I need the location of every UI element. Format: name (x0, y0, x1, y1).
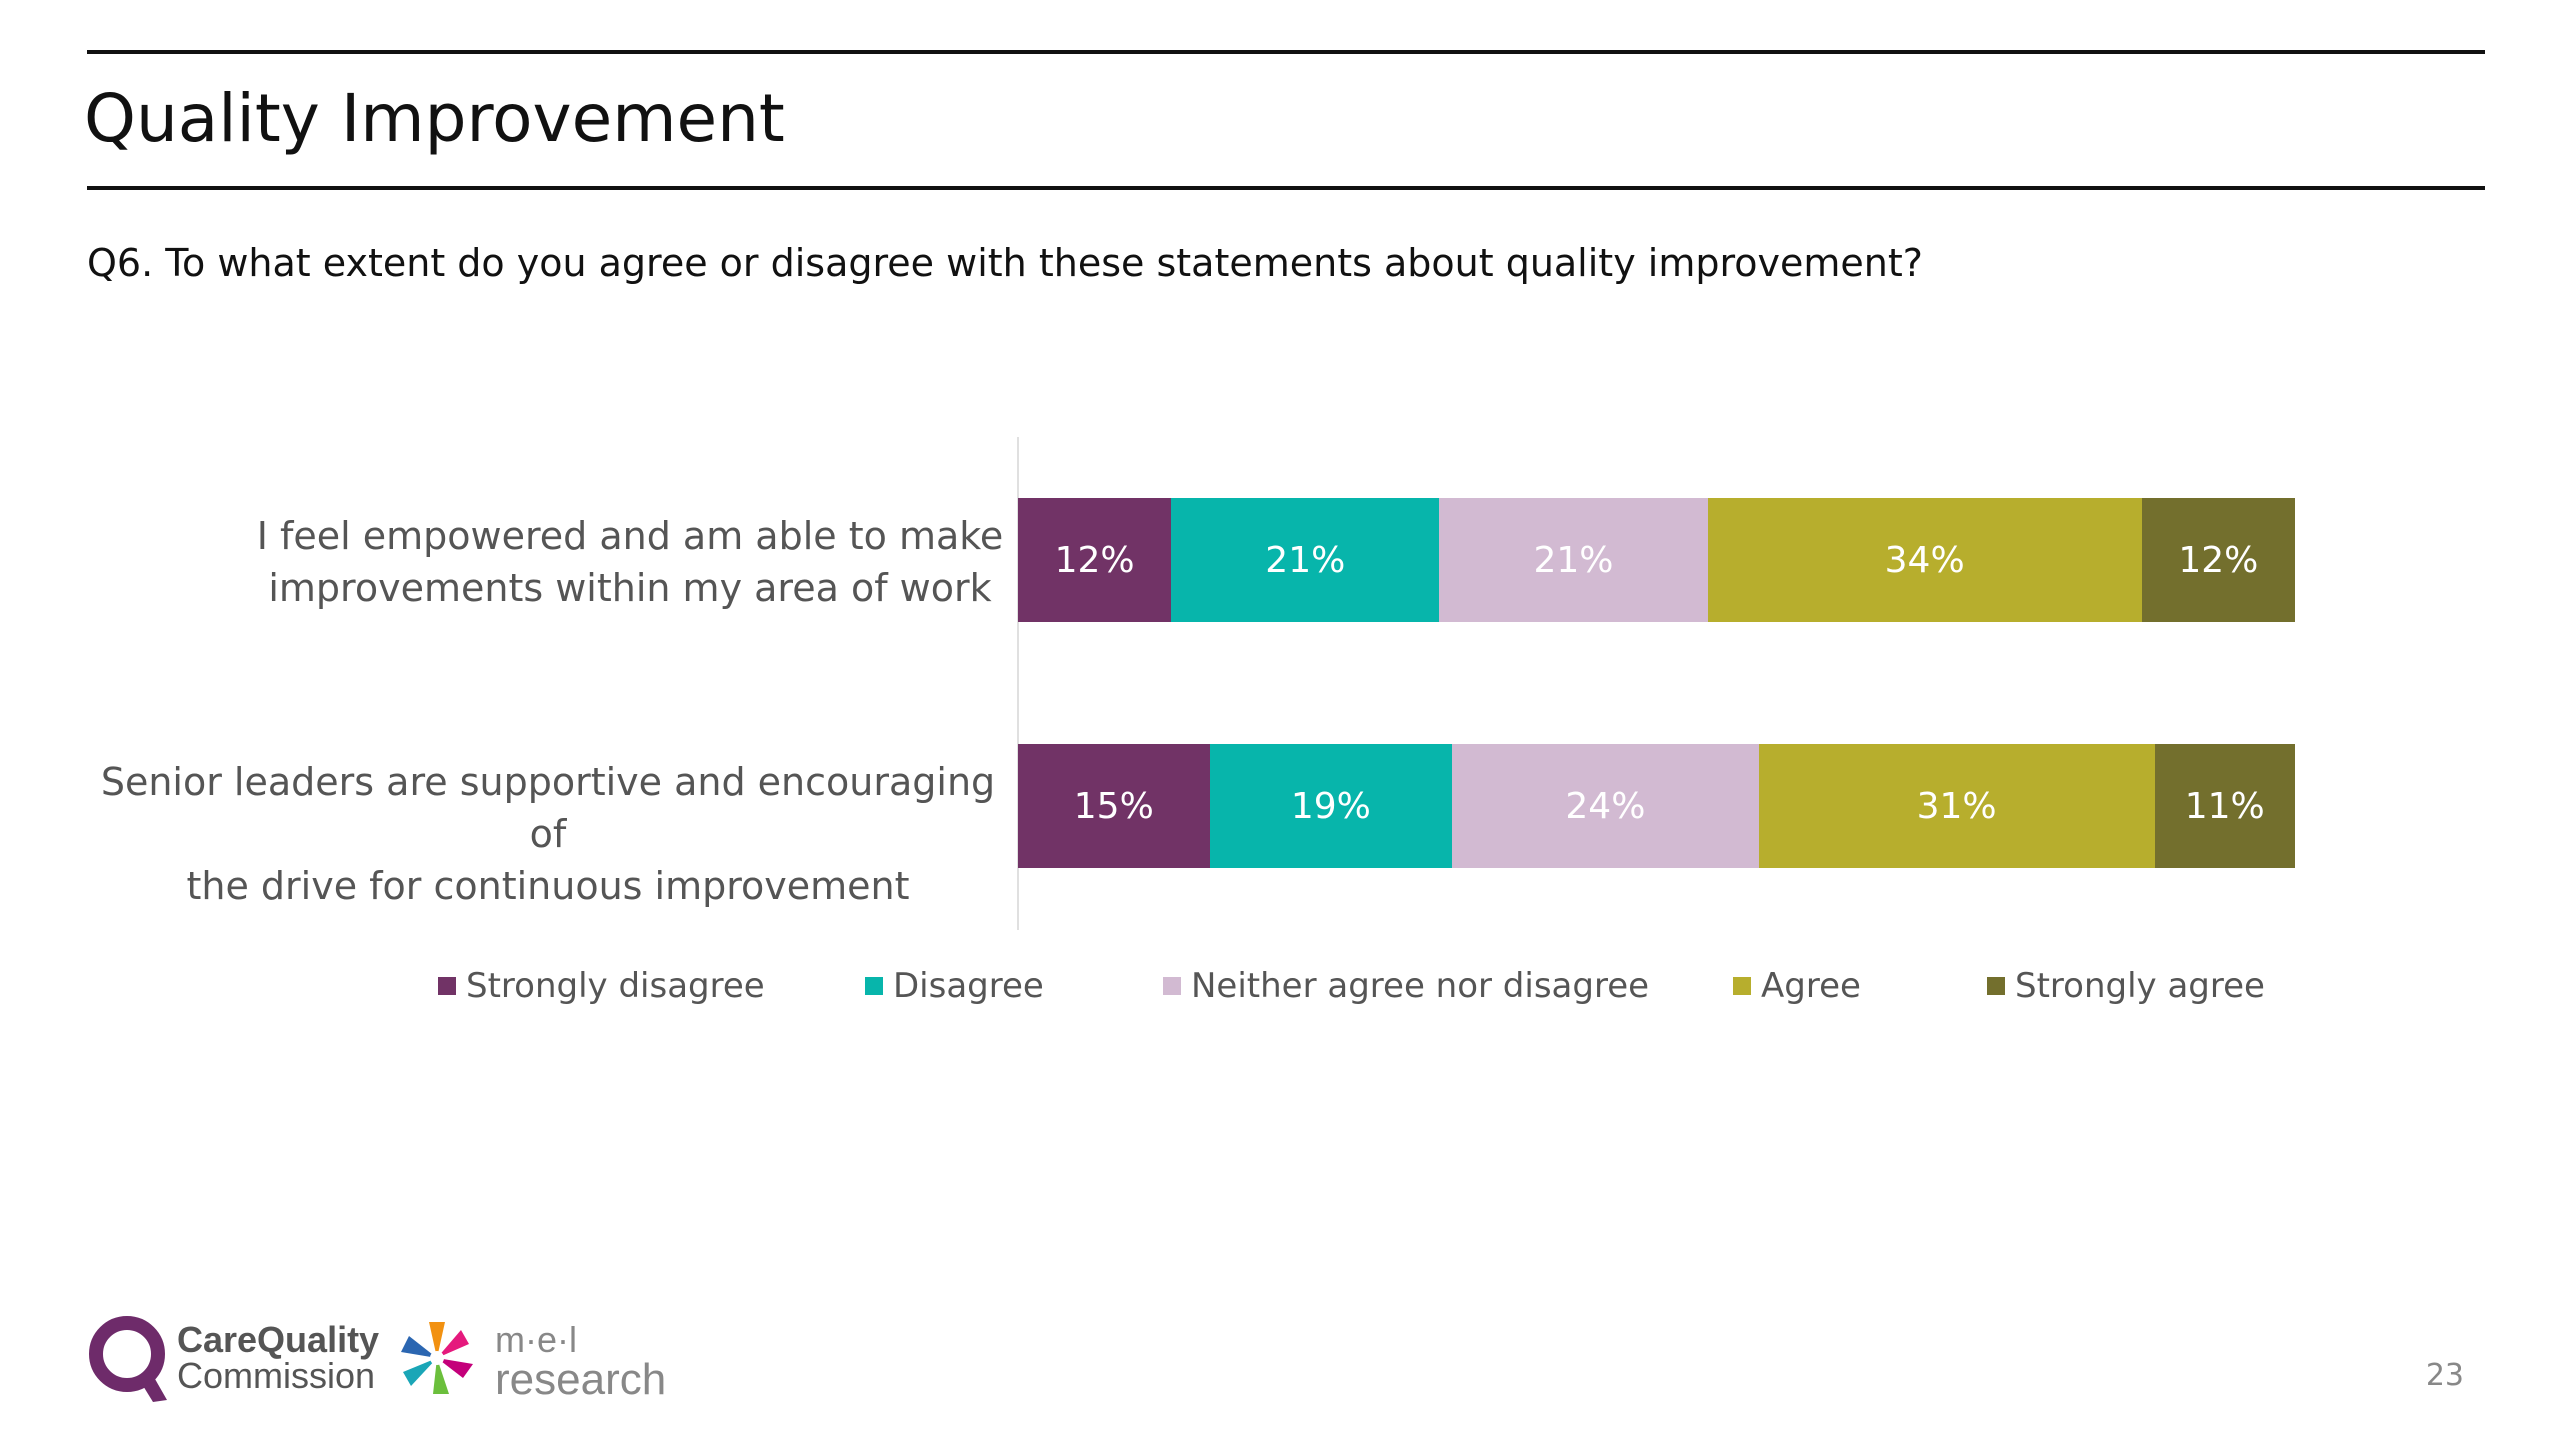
footer-logos: CareQuality Commission m·e·l research (89, 1316, 666, 1404)
bar-segment-disagree: 21% (1171, 498, 1440, 622)
legend-item-strongly-disagree: Strongly disagree (438, 966, 765, 1006)
title-rule-top (87, 50, 2485, 54)
category-label-line: I feel empowered and am able to make (256, 514, 1004, 558)
bar-segment-neither: 21% (1439, 498, 1708, 622)
category-label-line: improvements within my area of work (268, 566, 992, 610)
legend-swatch-icon (1163, 977, 1181, 995)
cqc-logo-icon (89, 1316, 167, 1402)
bar-segment-agree: 34% (1707, 498, 2142, 622)
question-text: Q6. To what extent do you agree or disag… (87, 241, 1923, 285)
bar-row-senior-leaders: 15% 19% 24% 31% 11% (1018, 744, 2295, 868)
bar-segment-strongly-disagree: 12% (1018, 498, 1172, 622)
page-title: Quality Improvement (84, 80, 785, 157)
data-label: 31% (1916, 785, 1997, 827)
category-label-line: the drive for continuous improvement (186, 864, 910, 908)
category-label-line: Senior leaders are supportive and encour… (100, 760, 996, 856)
data-label: 12% (1054, 539, 1135, 581)
cqc-logo-text: Commission (177, 1355, 375, 1396)
legend-item-neither: Neither agree nor disagree (1163, 966, 1649, 1006)
legend-label: Neither agree nor disagree (1191, 966, 1650, 1006)
cqc-logo-text: CareQuality (177, 1319, 379, 1360)
data-label: 11% (2184, 785, 2265, 827)
bar-segment-strongly-disagree: 15% (1018, 744, 1210, 868)
data-label: 19% (1290, 785, 1371, 827)
category-axis-line (1017, 437, 1019, 930)
mel-logo-text: m·e·l (495, 1319, 577, 1360)
category-label-empowered: I feel empowered and am able to make imp… (180, 510, 1080, 614)
legend-item-disagree: Disagree (865, 966, 1044, 1006)
data-label: 21% (1265, 539, 1346, 581)
data-label: 21% (1533, 539, 1614, 581)
bar-segment-disagree: 19% (1209, 744, 1453, 868)
title-rule-bottom (87, 186, 2485, 190)
legend-label: Strongly agree (2015, 966, 2265, 1006)
page-number: 23 (2425, 1358, 2464, 1393)
data-label: 15% (1073, 785, 1154, 827)
data-label: 34% (1884, 539, 1965, 581)
legend-swatch-icon (865, 977, 883, 995)
legend-label: Agree (1761, 966, 1861, 1006)
data-label: 24% (1565, 785, 1646, 827)
legend-swatch-icon (1987, 977, 2005, 995)
legend-label: Disagree (893, 966, 1044, 1006)
legend-item-strongly-agree: Strongly agree (1987, 966, 2265, 1006)
legend-label: Strongly disagree (466, 966, 765, 1006)
mel-logo-text: research (495, 1355, 666, 1404)
mel-star-logo-icon (401, 1322, 473, 1394)
legend-swatch-icon (438, 977, 456, 995)
legend-swatch-icon (1733, 977, 1751, 995)
category-label-senior-leaders: Senior leaders are supportive and encour… (98, 756, 998, 912)
bar-segment-strongly-agree: 12% (2141, 498, 2295, 622)
bar-segment-neither: 24% (1452, 744, 1759, 868)
data-label: 12% (2178, 539, 2259, 581)
bar-row-empowered: 12% 21% 21% 34% 12% (1018, 498, 2295, 622)
legend-item-agree: Agree (1733, 966, 1861, 1006)
bar-segment-agree: 31% (1758, 744, 2155, 868)
bar-segment-strongly-agree: 11% (2154, 744, 2295, 868)
